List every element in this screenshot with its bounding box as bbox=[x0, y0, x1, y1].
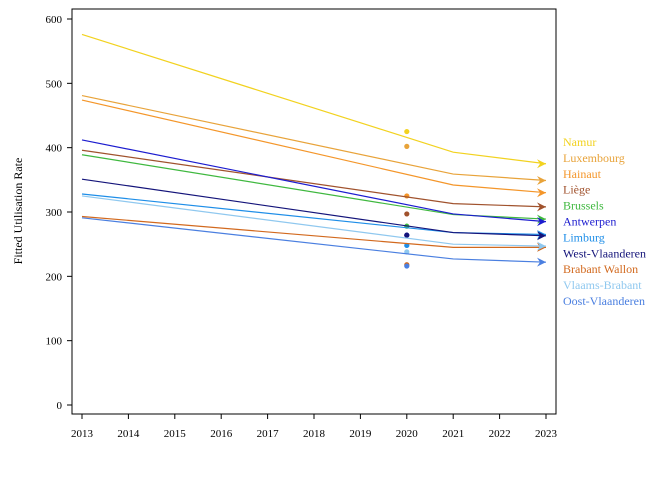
series-point bbox=[404, 143, 410, 149]
y-axis-title: Fitted Utilisation Rate bbox=[11, 158, 25, 265]
x-tick-label: 2014 bbox=[117, 428, 140, 440]
legend-entry: Brabant Wallon bbox=[563, 262, 638, 276]
series-line bbox=[81, 149, 547, 208]
legend-entry: Hainaut bbox=[563, 167, 602, 181]
series-point bbox=[404, 232, 410, 238]
y-tick-label: 500 bbox=[46, 78, 63, 90]
series-arrow bbox=[537, 231, 546, 241]
y-tick-label: 100 bbox=[46, 336, 63, 348]
x-tick-label: 2018 bbox=[303, 428, 326, 440]
series-arrow bbox=[537, 159, 546, 169]
legend-entry: Luxembourg bbox=[563, 151, 625, 165]
y-tick-label: 0 bbox=[57, 400, 63, 412]
x-tick-label: 2016 bbox=[210, 428, 233, 440]
x-tick-label: 2013 bbox=[71, 428, 94, 440]
x-tick-label: 2017 bbox=[257, 428, 280, 440]
series-line bbox=[81, 217, 547, 263]
legend-entry: Oost-Vlaanderen bbox=[563, 294, 645, 308]
x-tick-label: 2023 bbox=[535, 428, 558, 440]
legend-entry: Liège bbox=[563, 183, 590, 197]
x-tick-label: 2022 bbox=[489, 428, 511, 440]
y-tick-label: 600 bbox=[46, 14, 63, 26]
series-line bbox=[81, 178, 547, 237]
series-line bbox=[81, 154, 547, 220]
series-arrow bbox=[537, 217, 546, 227]
legend-entry: Vlaams-Brabant bbox=[563, 278, 642, 292]
series-arrow bbox=[537, 257, 546, 267]
y-tick-label: 200 bbox=[46, 271, 63, 283]
legend-entry: Antwerpen bbox=[563, 215, 616, 229]
x-tick-label: 2021 bbox=[442, 428, 464, 440]
series-layer bbox=[81, 33, 547, 269]
legend-entry: Limburg bbox=[563, 230, 605, 244]
series-point bbox=[404, 128, 410, 135]
series-arrow bbox=[537, 241, 546, 251]
series-arrow bbox=[537, 188, 546, 198]
plot-frame bbox=[71, 8, 557, 415]
x-tick-label: 2019 bbox=[349, 428, 372, 440]
legend-entry: West-Vlaanderen bbox=[563, 246, 646, 260]
series-line bbox=[81, 139, 547, 223]
series-line bbox=[81, 99, 547, 194]
series-point bbox=[404, 263, 410, 269]
legend-entry: Brussels bbox=[563, 199, 604, 213]
x-tick-label: 2015 bbox=[164, 428, 187, 440]
x-axis: 2013 2014 2015 2016 2017 2018 2019 2020 2021 2022… bbox=[71, 414, 558, 440]
y-tick-label: 300 bbox=[46, 207, 63, 219]
x-tick-label: 2020 bbox=[396, 428, 419, 440]
series-point bbox=[404, 211, 410, 217]
series-arrow bbox=[537, 202, 546, 212]
series-line bbox=[81, 215, 546, 248]
series-arrow bbox=[537, 175, 546, 185]
legend: Namur Luxembourg Hainaut Liège Brussels Antwe… bbox=[563, 135, 646, 308]
legend-entry: Namur bbox=[563, 135, 596, 149]
y-tick-label: 400 bbox=[46, 143, 63, 155]
series-line bbox=[81, 195, 547, 247]
series-line bbox=[81, 94, 547, 182]
series-line bbox=[81, 33, 547, 165]
y-axis: 0 100 200 300 400 500 600 bbox=[46, 14, 72, 412]
